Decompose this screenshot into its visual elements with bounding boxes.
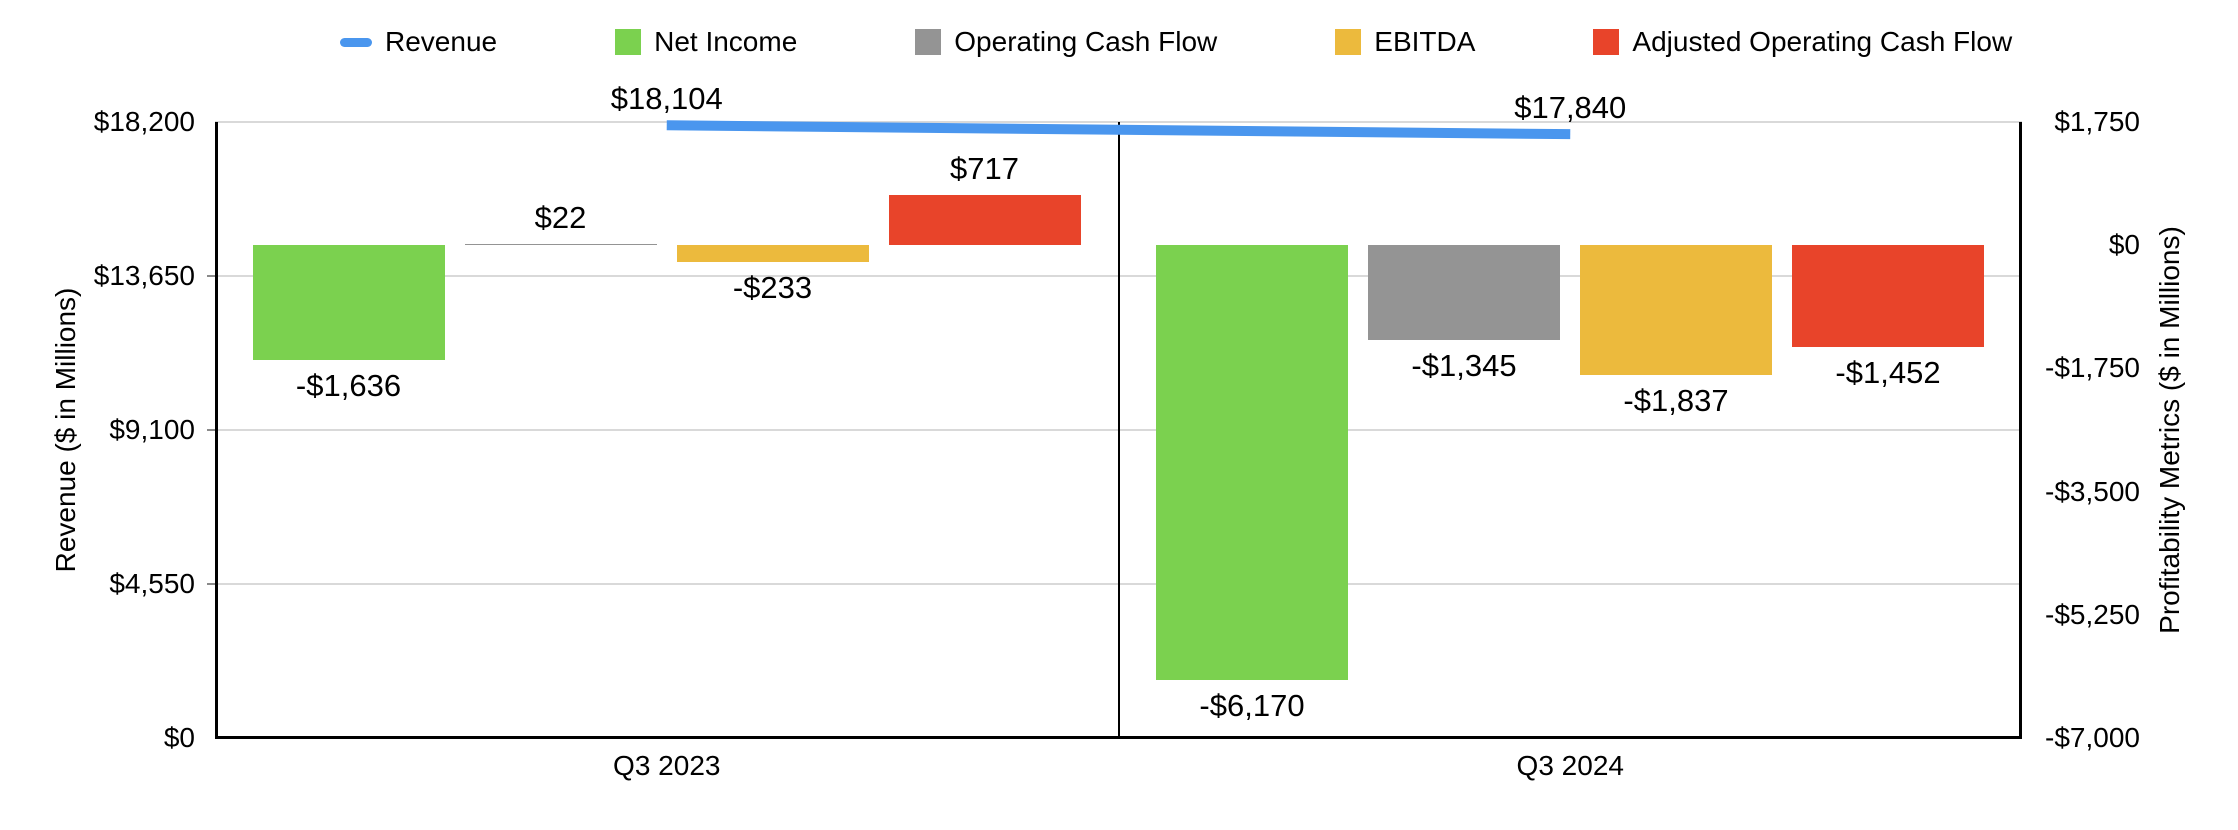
x-axis-label-q3-2024: Q3 2024 [1516,750,1624,781]
bar-operating-cash-flow-q3-2023[interactable] [464,243,657,246]
legend-item-net-income[interactable]: Net Income [615,27,797,57]
left-axis-tick-label: $18,200 [93,106,195,137]
legend-label: Revenue [385,26,498,57]
category-divider-line [1117,122,1120,738]
right-axis-line [2019,122,2022,738]
data-label-net-income-q3-2023: -$1,636 [295,368,402,404]
bar-adjusted-operating-cash-flow-q3-2024[interactable] [1792,245,1984,348]
legend-item-operating-cash-flow[interactable]: Operating Cash Flow [915,27,1217,57]
right-axis-title: Profitability Metrics ($ in Millions) [2154,226,2185,634]
right-axis-tick-label: $1,750 [2054,106,2140,137]
right-axis-tick-label: -$1,750 [2045,352,2140,384]
data-label-net-income-q3-2024: -$6,170 [1199,687,1305,723]
legend-swatch-revenue [340,37,372,47]
legend-swatch-ebitda [1335,29,1362,55]
data-label-revenue-q3-2024: $17,840 [1514,90,1627,126]
data-label-ebitda-q3-2024: -$1,837 [1623,382,1729,418]
legend-label: Operating Cash Flow [954,26,1218,57]
revenue-line[interactable] [666,120,1571,140]
data-label-revenue-q3-2023: $18,104 [610,81,723,117]
right-axis-tick-label: -$3,500 [2045,475,2140,507]
right-axis-tick-label: -$7,000 [2045,722,2140,753]
bar-net-income-q3-2023[interactable] [252,245,445,361]
left-axis-tick-label: $4,550 [109,568,195,599]
legend-label: Net Income [654,26,798,57]
legend-swatch-operating-cash-flow [915,29,942,55]
bar-ebitda-q3-2024[interactable] [1580,245,1772,375]
left-axis-tick-label: $9,100 [109,414,195,445]
right-axis-tick-label: $0 [2108,229,2140,261]
left-axis-tick-label: $13,650 [93,260,195,291]
legend-item-adjusted-operating-cash-flow[interactable]: Adjusted Operating Cash Flow [1593,27,2012,57]
legend-item-ebitda[interactable]: EBITDA [1335,27,1475,57]
x-axis-line [215,736,2022,739]
left-axis-tick [207,583,215,585]
legend-swatch-adjusted-operating-cash-flow [1593,29,1620,55]
legend-item-revenue[interactable]: Revenue [340,27,497,57]
left-axis-tick [207,275,215,277]
data-label-operating-cash-flow-q3-2024: -$1,345 [1411,347,1517,383]
bar-operating-cash-flow-q3-2024[interactable] [1368,245,1560,340]
legend-label: EBITDA [1374,26,1476,57]
bar-net-income-q3-2024[interactable] [1156,245,1348,680]
chart-legend: Revenue Net Income Operating Cash Flow EBIT… [340,27,2012,57]
x-axis-label-q3-2023: Q3 2023 [613,750,721,781]
left-axis-line [215,122,218,738]
bar-adjusted-operating-cash-flow-q3-2023[interactable] [888,194,1081,246]
legend-label: Adjusted Operating Cash Flow [1632,26,2013,57]
bar-ebitda-q3-2023[interactable] [676,245,869,262]
data-label-adjusted-operating-cash-flow-q3-2024: -$1,452 [1835,355,1941,391]
data-label-ebitda-q3-2023: -$233 [732,269,813,305]
data-label-adjusted-operating-cash-flow-q3-2023: $717 [950,150,1019,186]
right-axis-tick-label: -$5,250 [2045,598,2140,630]
legend-swatch-net-income [615,29,642,55]
data-label-operating-cash-flow-q3-2023: $22 [534,199,587,235]
left-axis-tick-label: $0 [163,722,195,753]
left-axis-tick [207,429,215,431]
